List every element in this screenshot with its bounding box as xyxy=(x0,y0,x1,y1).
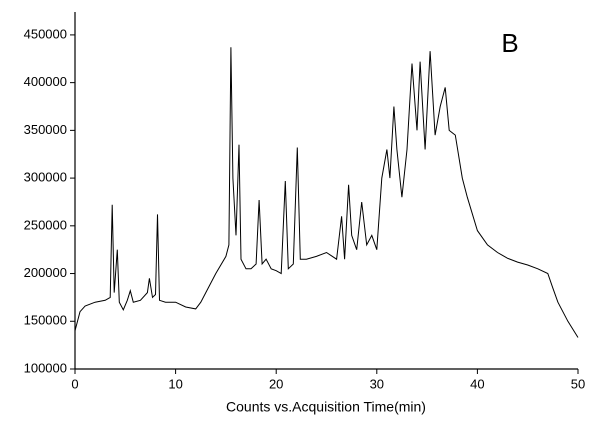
x-tick-label: 50 xyxy=(571,376,585,391)
y-tick-label: 150000 xyxy=(24,313,67,328)
y-tick-label: 350000 xyxy=(24,122,67,137)
y-tick-label: 200000 xyxy=(24,265,67,280)
y-tick-label: 450000 xyxy=(24,26,67,41)
x-tick-label: 10 xyxy=(168,376,182,391)
x-tick-label: 30 xyxy=(370,376,384,391)
line-series xyxy=(74,47,579,338)
x-tick-label: 0 xyxy=(71,376,78,391)
y-tick-label: 250000 xyxy=(24,217,67,232)
annotation: B xyxy=(501,28,518,58)
x-tick-label: 20 xyxy=(269,376,283,391)
x-tick-label: 40 xyxy=(470,376,484,391)
x-axis-label: Counts vs.Acquisition Time(min) xyxy=(226,399,426,415)
y-tick-label: 100000 xyxy=(24,360,67,375)
y-tick-label: 400000 xyxy=(24,74,67,89)
y-tick-label: 300000 xyxy=(24,170,67,185)
